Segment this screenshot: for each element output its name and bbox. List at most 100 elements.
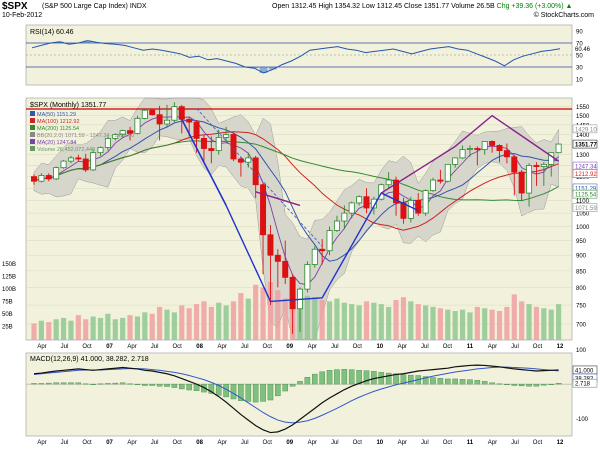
candle-down xyxy=(237,158,244,163)
macd-right-label: 41.000 xyxy=(575,368,594,374)
volume-bar xyxy=(533,306,540,340)
volume-bar xyxy=(90,316,96,340)
candle-up xyxy=(171,106,178,121)
macd-histogram-bar xyxy=(134,383,141,385)
macd-histogram-bar xyxy=(238,383,244,401)
legend-entry: MA(200) 1125.54 xyxy=(37,126,79,132)
quote-volume: Volume 26.5B xyxy=(451,3,495,10)
x-tick-label: Jul xyxy=(511,344,519,350)
volume-bar xyxy=(386,306,392,340)
macd-histogram-bar xyxy=(437,378,444,385)
macd-histogram-bar xyxy=(341,369,348,385)
candle-down xyxy=(474,148,481,150)
macd-histogram-bar xyxy=(245,383,252,402)
x-tick-label: 12 xyxy=(557,440,564,446)
candle-down xyxy=(149,109,156,116)
volume-bar xyxy=(556,304,562,340)
legend-swatch xyxy=(30,125,35,130)
volume-tick-label: 75B xyxy=(2,300,13,306)
volume-bar xyxy=(319,299,325,340)
rsi-tick-label: 10 xyxy=(576,78,583,84)
price-right-label: 1212.92 xyxy=(575,172,597,178)
volume-bar xyxy=(179,305,185,340)
volume-bar xyxy=(408,301,414,340)
volume-bar xyxy=(149,313,155,340)
price-tick-label: 1000 xyxy=(576,225,590,231)
macd-histogram-bar xyxy=(400,374,407,385)
volume-bar xyxy=(230,301,237,340)
macd-histogram-bar xyxy=(127,383,133,385)
purple-tick-line xyxy=(255,191,301,207)
rsi-oversold-fill xyxy=(250,67,277,73)
x-tick-label: 11 xyxy=(467,440,474,446)
volume-bar xyxy=(68,320,74,340)
candle-up xyxy=(245,157,252,163)
x-tick-label: 09 xyxy=(286,440,293,446)
volume-bar xyxy=(467,312,473,340)
candle-down xyxy=(186,118,193,123)
volume-bar xyxy=(97,317,104,340)
volume-bar xyxy=(548,309,554,340)
candle-up xyxy=(348,202,355,214)
x-axis-top: Apr Jul Oct 07 Apr Jul Oct 08 Apr Jul Oct 09 Apr Jul O… xyxy=(37,344,564,350)
volume-bar xyxy=(60,317,67,340)
macd-histogram-bar xyxy=(378,372,385,385)
price-right-label: 1247.34 xyxy=(575,165,597,171)
candle-up xyxy=(104,138,111,148)
macd-histogram-bar xyxy=(119,382,126,385)
volume-bar xyxy=(489,309,495,340)
candle-up xyxy=(134,117,141,134)
rsi-panel: 10 30 50 70 90 60.46 RSI(14) 60.46 xyxy=(25,24,591,86)
macd-histogram-bar xyxy=(267,383,274,401)
macd-histogram-bar xyxy=(467,379,473,385)
macd-histogram-bar xyxy=(311,373,318,385)
macd-histogram-bar xyxy=(275,383,281,397)
volume-bar xyxy=(437,308,443,340)
macd-histogram-bar xyxy=(45,382,52,385)
volume-bar xyxy=(260,287,266,340)
candle-up xyxy=(38,175,45,182)
macd-histogram-bar xyxy=(142,383,148,386)
x-tick-label: Apr xyxy=(218,440,227,446)
macd-histogram-bar xyxy=(31,383,37,385)
macd-histogram-bar xyxy=(319,371,325,385)
rsi-tick-label: 70 xyxy=(576,42,583,48)
price-right-label: 1429.10 xyxy=(575,127,597,133)
candle-up xyxy=(459,149,466,159)
volume-bar xyxy=(31,323,37,340)
macd-histogram-bar xyxy=(149,383,156,386)
purple-pattern-line xyxy=(380,114,560,194)
x-tick-label: Jul xyxy=(331,344,339,350)
macd-histogram-bar xyxy=(178,383,185,390)
volume-tick-label: 50B xyxy=(2,312,13,318)
volume-bar xyxy=(519,301,525,340)
candle-down xyxy=(82,158,89,171)
legend-swatch xyxy=(30,111,35,116)
candle-down xyxy=(127,130,134,134)
candle-up xyxy=(341,212,348,222)
candle-up xyxy=(326,230,333,252)
candle-up xyxy=(60,160,67,169)
macd-tick-label: 100 xyxy=(576,348,587,354)
quote-line: Open 1312.45 High 1354.32 Low 1312.45 Cl… xyxy=(272,3,572,10)
volume-bar xyxy=(208,306,214,340)
x-tick-label: Jul xyxy=(151,344,159,350)
candle-down xyxy=(518,171,525,194)
candle-up xyxy=(430,179,436,192)
macd-histogram-bar xyxy=(53,382,59,385)
price-tick-label: 800 xyxy=(576,286,587,292)
volume-bar xyxy=(164,309,170,340)
macd-histogram-bar xyxy=(408,374,414,385)
candle-up xyxy=(90,152,97,171)
candle-down xyxy=(156,114,163,125)
macd-histogram-bar xyxy=(105,383,111,385)
macd-histogram-bar xyxy=(171,383,178,388)
candle-up xyxy=(385,179,392,186)
volume-bar xyxy=(349,304,355,340)
candle-down xyxy=(45,175,52,180)
volume-bar xyxy=(112,319,118,340)
volume-bar xyxy=(216,302,222,340)
candle-up xyxy=(164,119,170,125)
candle-down xyxy=(75,157,82,160)
